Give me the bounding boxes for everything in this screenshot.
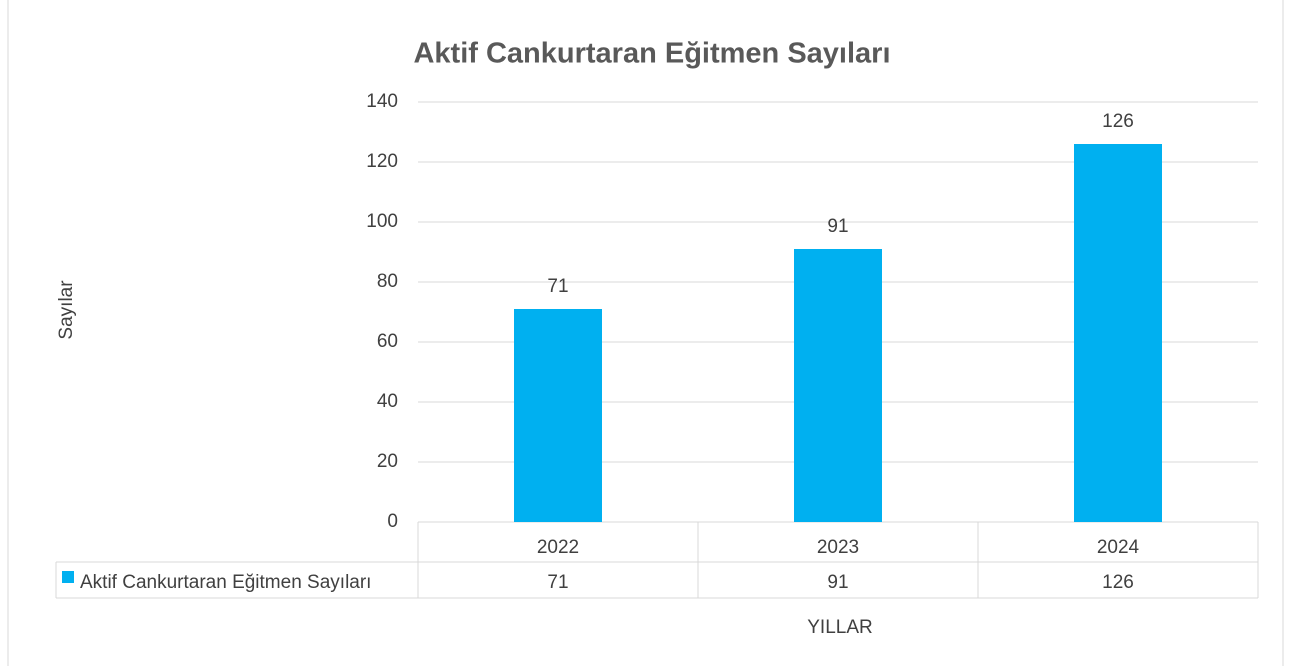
y-axis-label: Sayılar [56,280,77,340]
y-tick-label: 60 [377,331,398,352]
table-value: 126 [1102,572,1134,593]
y-tick-label: 80 [377,271,398,292]
y-tick-label: 120 [366,151,398,172]
x-tick-label: 2023 [817,537,859,558]
x-axis-label: YILLAR [807,617,872,638]
bar [1074,144,1162,522]
data-label: 91 [827,216,848,237]
legend-label: Aktif Cankurtaran Eğitmen Sayıları [80,572,371,593]
y-tick-label: 40 [377,391,398,412]
table-value: 71 [547,572,568,593]
x-tick-label: 2022 [537,537,579,558]
bar [794,249,882,522]
y-tick-label: 140 [366,91,398,112]
y-tick-label: 0 [387,511,398,532]
x-tick-label: 2024 [1097,537,1140,558]
data-label: 71 [547,276,568,297]
y-tick-label: 100 [366,211,398,232]
table-value: 91 [827,572,848,593]
data-label: 126 [1102,111,1134,132]
chart-title: Aktif Cankurtaran Eğitmen Sayıları [413,38,890,70]
bar [514,309,602,522]
chart-frame [7,0,1284,666]
legend-key [62,571,74,583]
y-tick-label: 20 [377,451,398,472]
